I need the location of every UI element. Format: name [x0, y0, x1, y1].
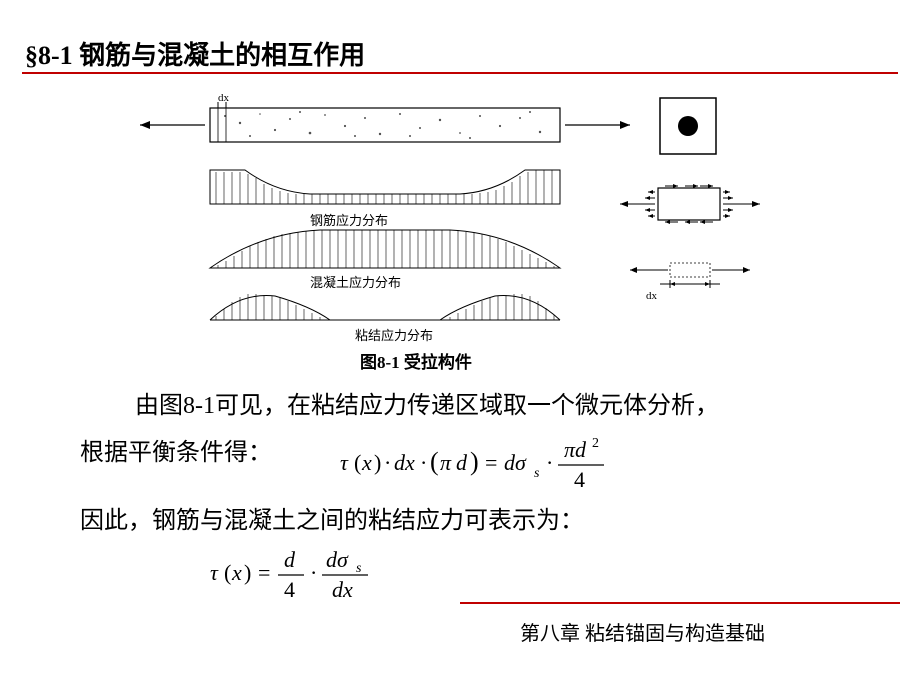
svg-text:dσ: dσ	[504, 450, 527, 475]
section-title: §8-1 钢筋与混凝土的相互作用	[25, 35, 365, 72]
svg-text:4: 4	[574, 467, 585, 492]
dx-label-top: dx	[218, 92, 229, 104]
svg-text:4: 4	[284, 577, 295, 602]
svg-text:=: =	[485, 450, 497, 475]
svg-text:2: 2	[592, 436, 599, 451]
svg-text:d: d	[284, 547, 296, 572]
caption-bond-stress: 粘结应力分布	[355, 325, 433, 344]
svg-text:): )	[244, 560, 251, 585]
equation-1: τ ( x ) · dx · ( π d ) = dσ s · πd 2 4	[340, 435, 740, 490]
eq1-tau: τ	[340, 450, 349, 475]
svg-text:(: (	[430, 447, 439, 476]
svg-text:·: ·	[546, 450, 553, 475]
figure-8-1	[100, 88, 820, 348]
svg-text:=: =	[258, 560, 270, 585]
svg-text:): )	[374, 450, 381, 475]
cross-section-icon	[660, 98, 716, 154]
equation-2: τ ( x ) = d 4 · dσ s dx	[210, 545, 470, 605]
svg-text:s: s	[534, 466, 540, 481]
svg-text:(: (	[354, 450, 361, 475]
svg-text:·: ·	[384, 450, 391, 475]
paragraph-1a: 由图8-1可见，在粘结应力传递区域取一个微元体分析，	[135, 385, 895, 428]
footer-underline	[460, 602, 900, 604]
steel-stress-profile	[210, 170, 560, 204]
caption-concrete-stress: 混凝土应力分布	[310, 272, 401, 291]
svg-text:dx: dx	[394, 450, 415, 475]
svg-text:): )	[470, 447, 479, 476]
bond-stress-profile	[210, 294, 560, 320]
svg-text:·: ·	[310, 560, 317, 585]
paragraph-2: 因此，钢筋与混凝土之间的粘结应力可表示为：	[80, 500, 584, 543]
figure-label: 图8-1 受拉构件	[360, 348, 472, 373]
caption-steel-stress: 钢筋应力分布	[310, 210, 388, 229]
footer-text: 第八章 粘结锚固与构造基础	[520, 617, 765, 646]
svg-text:s: s	[356, 561, 362, 576]
svg-text:dx: dx	[332, 577, 353, 602]
svg-text:(: (	[224, 560, 231, 585]
dx-element-icon	[630, 263, 750, 288]
svg-text:dσ: dσ	[326, 547, 349, 572]
svg-text:x: x	[231, 560, 242, 585]
beam-icon	[140, 102, 630, 142]
svg-text:·: ·	[420, 450, 427, 475]
svg-text:τ: τ	[210, 560, 219, 585]
concrete-stress-profile	[210, 230, 560, 268]
svg-text:π: π	[440, 450, 452, 475]
element-detail-icon	[620, 184, 760, 224]
svg-text:d: d	[456, 450, 468, 475]
title-underline	[22, 72, 898, 74]
paragraph-1b: 根据平衡条件得：	[80, 432, 272, 475]
svg-text:x: x	[361, 450, 372, 475]
svg-text:πd: πd	[564, 437, 587, 462]
dx-label-right: dx	[646, 290, 657, 302]
